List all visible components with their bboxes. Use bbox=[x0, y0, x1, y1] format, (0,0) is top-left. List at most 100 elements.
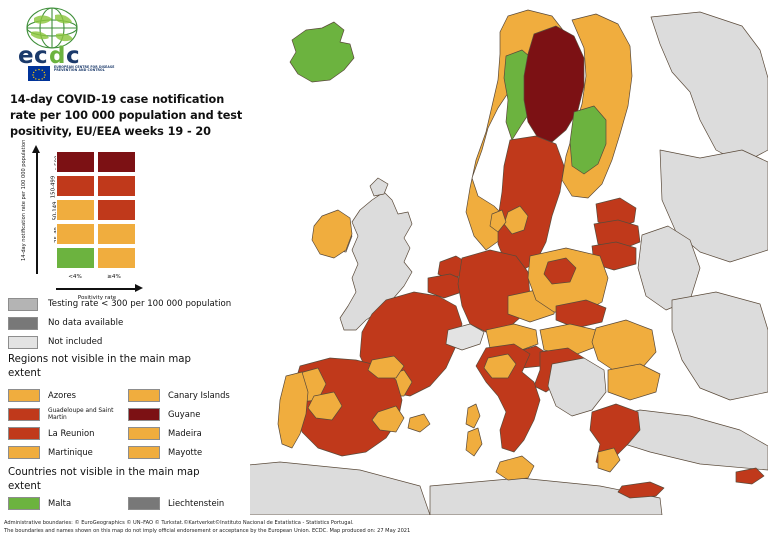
status-legend-label: Not included bbox=[48, 336, 103, 347]
map-region-poland-lubuskie[interactable] bbox=[543, 257, 577, 285]
country-swatch bbox=[128, 497, 160, 510]
region-item: Mayotte bbox=[128, 446, 248, 459]
map-region-spain-valencia[interactable] bbox=[371, 405, 405, 433]
region-item: Martinique bbox=[8, 446, 128, 459]
countries-not-visible-list: Malta Liechtenstein bbox=[8, 494, 248, 513]
country-item: Malta bbox=[8, 497, 128, 510]
status-legend-swatch bbox=[8, 317, 38, 330]
map-region-crete[interactable] bbox=[617, 481, 665, 499]
matrix-x-axis bbox=[56, 288, 136, 290]
eu-flag-icon bbox=[28, 66, 50, 81]
matrix-y-axis-title: 14-day notification rate per 100 000 pop… bbox=[21, 139, 27, 261]
regions-not-visible-heading: Regions not visible in the main map exte… bbox=[8, 354, 191, 379]
matrix-y-axis bbox=[36, 151, 38, 274]
region-label: Guadeloupe and Saint Martin bbox=[48, 408, 114, 421]
status-legend-row: Not included bbox=[8, 334, 248, 351]
region-label: La Reunion bbox=[48, 427, 95, 438]
region-swatch bbox=[8, 408, 40, 421]
region-swatch bbox=[128, 446, 160, 459]
status-legend-label: No data available bbox=[48, 317, 124, 328]
map-region-ireland[interactable] bbox=[311, 209, 353, 259]
regions-not-visible-list: Azores Canary Islands Guadeloupe and Saint… bbox=[8, 386, 248, 462]
matrix-grid bbox=[56, 151, 138, 272]
map-canvas[interactable] bbox=[0, 0, 768, 515]
eu-attribution: EUROPEAN CENTRE FOR DISEASE PREVENTION A… bbox=[28, 65, 120, 82]
map-region-sardinia[interactable] bbox=[465, 427, 483, 457]
map-region-corsica[interactable] bbox=[465, 403, 481, 429]
region-swatch bbox=[8, 446, 40, 459]
map-region-denmark-jutland[interactable] bbox=[489, 209, 507, 233]
page-title: 14-day COVID-19 case notification rate p… bbox=[10, 93, 243, 139]
region-label: Martinique bbox=[48, 446, 93, 457]
matrix-y-axis-arrow bbox=[32, 145, 41, 153]
region-swatch bbox=[128, 408, 160, 421]
map-region-latvia[interactable] bbox=[593, 219, 641, 251]
status-legend-list: Testing rate < 300 per 100 000 populatio… bbox=[8, 296, 248, 353]
country-label: Malta bbox=[48, 497, 72, 508]
region-item: Madeira bbox=[128, 427, 248, 440]
region-label: Guyane bbox=[168, 408, 201, 419]
region-label: Canary Islands bbox=[168, 389, 230, 400]
matrix-x-tick-1: ≥4% bbox=[107, 274, 121, 280]
map-region-balearic-islands[interactable] bbox=[407, 413, 431, 433]
map-region-bulgaria[interactable] bbox=[607, 363, 661, 401]
matrix-cell-1-0 bbox=[56, 175, 95, 198]
country-label: Liechtenstein bbox=[168, 497, 225, 508]
country-swatch bbox=[8, 497, 40, 510]
svg-text:d: d bbox=[49, 43, 64, 68]
footer-line-2: The boundaries and names shown on this m… bbox=[4, 528, 411, 535]
region-row: Azores Canary Islands bbox=[8, 386, 248, 405]
map-region-sicily[interactable] bbox=[495, 455, 535, 481]
map-region-estonia[interactable] bbox=[595, 197, 637, 229]
status-legend-swatch bbox=[8, 336, 38, 349]
map-region-switzerland[interactable] bbox=[445, 323, 485, 351]
matrix-cell-4-0 bbox=[56, 247, 95, 270]
region-swatch bbox=[128, 389, 160, 402]
eu-attribution-text: EUROPEAN CENTRE FOR DISEASE PREVENTION A… bbox=[54, 65, 115, 73]
matrix-cell-1-1 bbox=[97, 175, 136, 198]
ecdc-wordmark: e c d c bbox=[18, 43, 80, 68]
matrix-cell-2-0 bbox=[56, 199, 95, 222]
matrix-cell-0-0 bbox=[56, 151, 95, 174]
region-item: Azores bbox=[8, 389, 128, 402]
region-row: Martinique Mayotte bbox=[8, 443, 248, 462]
map-region-western-balkans[interactable] bbox=[547, 357, 607, 417]
matrix-x-tick-0: <4% bbox=[68, 274, 82, 280]
status-legend-swatch bbox=[8, 298, 38, 311]
risk-matrix-legend: 14-day notification rate per 100 000 pop… bbox=[8, 140, 158, 301]
countries-not-visible-heading: Countries not visible in the main map ex… bbox=[8, 467, 200, 492]
region-label: Mayotte bbox=[168, 446, 203, 457]
region-row: La Reunion Madeira bbox=[8, 424, 248, 443]
status-legend-row: Testing rate < 300 per 100 000 populatio… bbox=[8, 296, 248, 313]
map-outside-landmass bbox=[175, 11, 768, 515]
svg-text:c: c bbox=[34, 43, 47, 68]
map-region-sweden-north[interactable] bbox=[523, 25, 585, 143]
matrix-cell-3-0 bbox=[56, 223, 95, 246]
matrix-cell-0-1 bbox=[97, 151, 136, 174]
matrix-x-axis-title: Positivity rate bbox=[77, 295, 117, 301]
region-swatch bbox=[128, 427, 160, 440]
map-region-finland-southeast[interactable] bbox=[569, 105, 607, 175]
country-row: Malta Liechtenstein bbox=[8, 494, 248, 513]
map-region-cyprus[interactable] bbox=[735, 467, 765, 485]
footer-line-1: Administrative boundaries: © EuroGeograp… bbox=[4, 520, 354, 526]
map-region-spain-extremadura[interactable] bbox=[307, 391, 343, 421]
map-region-italy-north[interactable] bbox=[483, 353, 517, 379]
map-region-greece-peloponnese[interactable] bbox=[597, 447, 621, 473]
region-row: Guadeloupe and Saint Martin Guyane bbox=[8, 405, 248, 424]
svg-text:e: e bbox=[18, 43, 33, 68]
status-legend-row: No data available bbox=[8, 315, 248, 332]
region-item: Canary Islands bbox=[128, 389, 248, 402]
globe-icon bbox=[26, 7, 78, 49]
map-region-iceland[interactable] bbox=[289, 21, 355, 83]
map-region-spain-navarra[interactable] bbox=[367, 355, 405, 379]
matrix-x-axis-arrow bbox=[135, 284, 143, 293]
map-footer: Administrative boundaries: © EuroGeograp… bbox=[4, 519, 564, 536]
map-region-portugal[interactable] bbox=[277, 371, 309, 449]
matrix-cell-3-1 bbox=[97, 223, 136, 246]
map-region-slovakia[interactable] bbox=[555, 299, 607, 329]
region-item: La Reunion bbox=[8, 427, 128, 440]
region-item: Guadeloupe and Saint Martin bbox=[8, 408, 128, 421]
matrix-cell-4-1 bbox=[97, 247, 136, 270]
